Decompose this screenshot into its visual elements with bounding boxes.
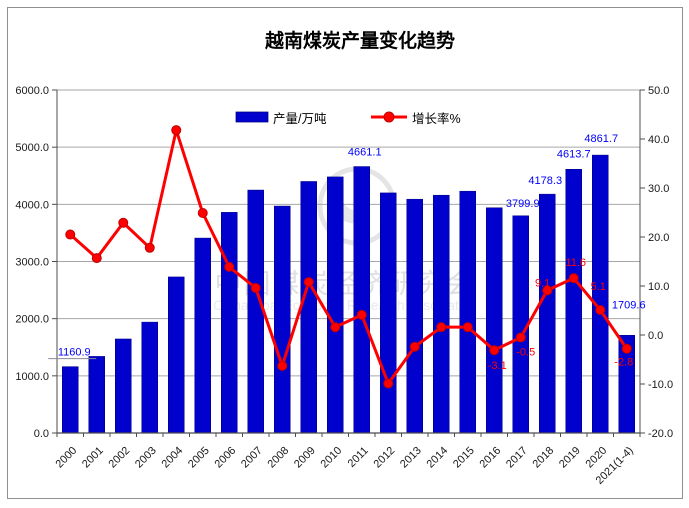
line-value-label: 5.1: [591, 281, 606, 293]
growth-point-2014: [436, 322, 447, 333]
y-axis-right-tick-label: 0.0: [648, 330, 663, 342]
y-axis-left-tick-label: 2000.0: [15, 314, 49, 326]
growth-point-2000: [65, 229, 76, 240]
legend-bar-label: 产量/万吨: [273, 112, 327, 126]
growth-point-2009: [303, 277, 314, 288]
growth-line-layer: [65, 125, 632, 389]
legend-bar-swatch: [235, 111, 269, 123]
bar-2000: [62, 366, 79, 434]
y-axis-left-tick-label: 0.0: [34, 428, 49, 440]
bar-value-label: 1160.9: [58, 347, 91, 359]
bar-value-label: 3799.9: [506, 198, 540, 210]
bar-2002: [115, 338, 132, 434]
bar-2006: [221, 212, 238, 434]
bar-2011: [353, 166, 370, 434]
bar-2015: [459, 190, 476, 434]
bar-2005: [194, 237, 211, 434]
y-axis-right-tick-label: 30.0: [648, 183, 669, 195]
growth-point-2003: [144, 242, 155, 253]
bar-value-label: 4661.1: [348, 147, 382, 159]
growth-point-2007: [250, 282, 261, 293]
growth-point-2006: [224, 261, 235, 272]
y-axis-right-tick-label: 20.0: [648, 232, 669, 244]
growth-point-2008: [277, 360, 288, 371]
data-labels-layer: 1160.9 4661.1 3799.9 4178.3 4613.7 4861.7 1709…: [48, 133, 646, 372]
y-axis-left-tick-label: 5000.0: [15, 142, 49, 154]
bar-2020: [592, 154, 609, 434]
y-axis-left-tick-label: 3000.0: [15, 257, 49, 269]
growth-point-2004: [171, 125, 182, 136]
y-axis-left-tick-label: 6000.0: [15, 85, 49, 97]
bar-2003: [141, 321, 158, 434]
line-value-label: -2.8: [614, 357, 633, 369]
bar-2019: [565, 169, 582, 434]
bar-2012: [380, 192, 397, 434]
growth-point-2002: [118, 217, 129, 228]
y-axis-right-tick-label: -10.0: [648, 379, 673, 391]
bar-2013: [406, 198, 423, 434]
bar-2004: [168, 276, 185, 434]
y-axis-left-tick-label: 1000.0: [15, 371, 49, 383]
growth-rate-line: [69, 128, 628, 386]
bar-value-label: 1709.6: [612, 299, 646, 311]
y-axis-right-tick-label: -20.0: [648, 428, 673, 440]
bar-value-label: 4613.7: [557, 148, 591, 160]
growth-point-2015: [462, 322, 473, 333]
bar-value-label: 4178.3: [528, 175, 562, 187]
legend: 产量/万吨 增长率%: [235, 111, 461, 126]
y-axis-right-tick-label: 50.0: [648, 85, 669, 97]
bar-value-label: 4861.7: [584, 133, 618, 145]
growth-point-2013: [409, 341, 420, 352]
legend-line-label: 增长率%: [412, 111, 461, 126]
bar-2018: [539, 193, 556, 434]
growth-point-2016: [489, 345, 500, 356]
growth-point-2017: [515, 332, 526, 343]
growth-point-2010: [330, 322, 341, 333]
y-axis-right-tick-label: 40.0: [648, 134, 669, 146]
y-axis-right-tick-label: 10.0: [648, 281, 669, 293]
line-value-label: 11.6: [565, 257, 586, 269]
line-value-label: -3.1: [488, 360, 507, 372]
y-axis-left-tick-label: 4000.0: [15, 199, 49, 211]
growth-point-2021(1-4): [621, 343, 632, 354]
bar-2001: [88, 356, 105, 434]
bar-2010: [327, 176, 344, 434]
bar-2009: [300, 181, 317, 434]
growth-point-2005: [197, 207, 208, 218]
growth-point-2001: [91, 253, 102, 264]
growth-point-2018: [542, 285, 553, 296]
bars-layer: [62, 154, 635, 434]
bar-2008: [274, 205, 291, 434]
line-value-label: -0.5: [516, 346, 535, 358]
legend-line-marker-icon: [383, 111, 395, 123]
growth-point-2012: [383, 378, 394, 389]
bar-2014: [433, 194, 450, 434]
growth-point-2020: [595, 305, 606, 316]
bar-2007: [247, 189, 264, 434]
chart-title: 越南煤炭产量变化趋势: [264, 29, 455, 52]
bar-2017: [512, 215, 529, 434]
growth-point-2011: [356, 309, 367, 320]
line-value-label: 9.1: [535, 277, 550, 289]
growth-point-2019: [568, 273, 579, 284]
bar-2016: [486, 207, 503, 434]
